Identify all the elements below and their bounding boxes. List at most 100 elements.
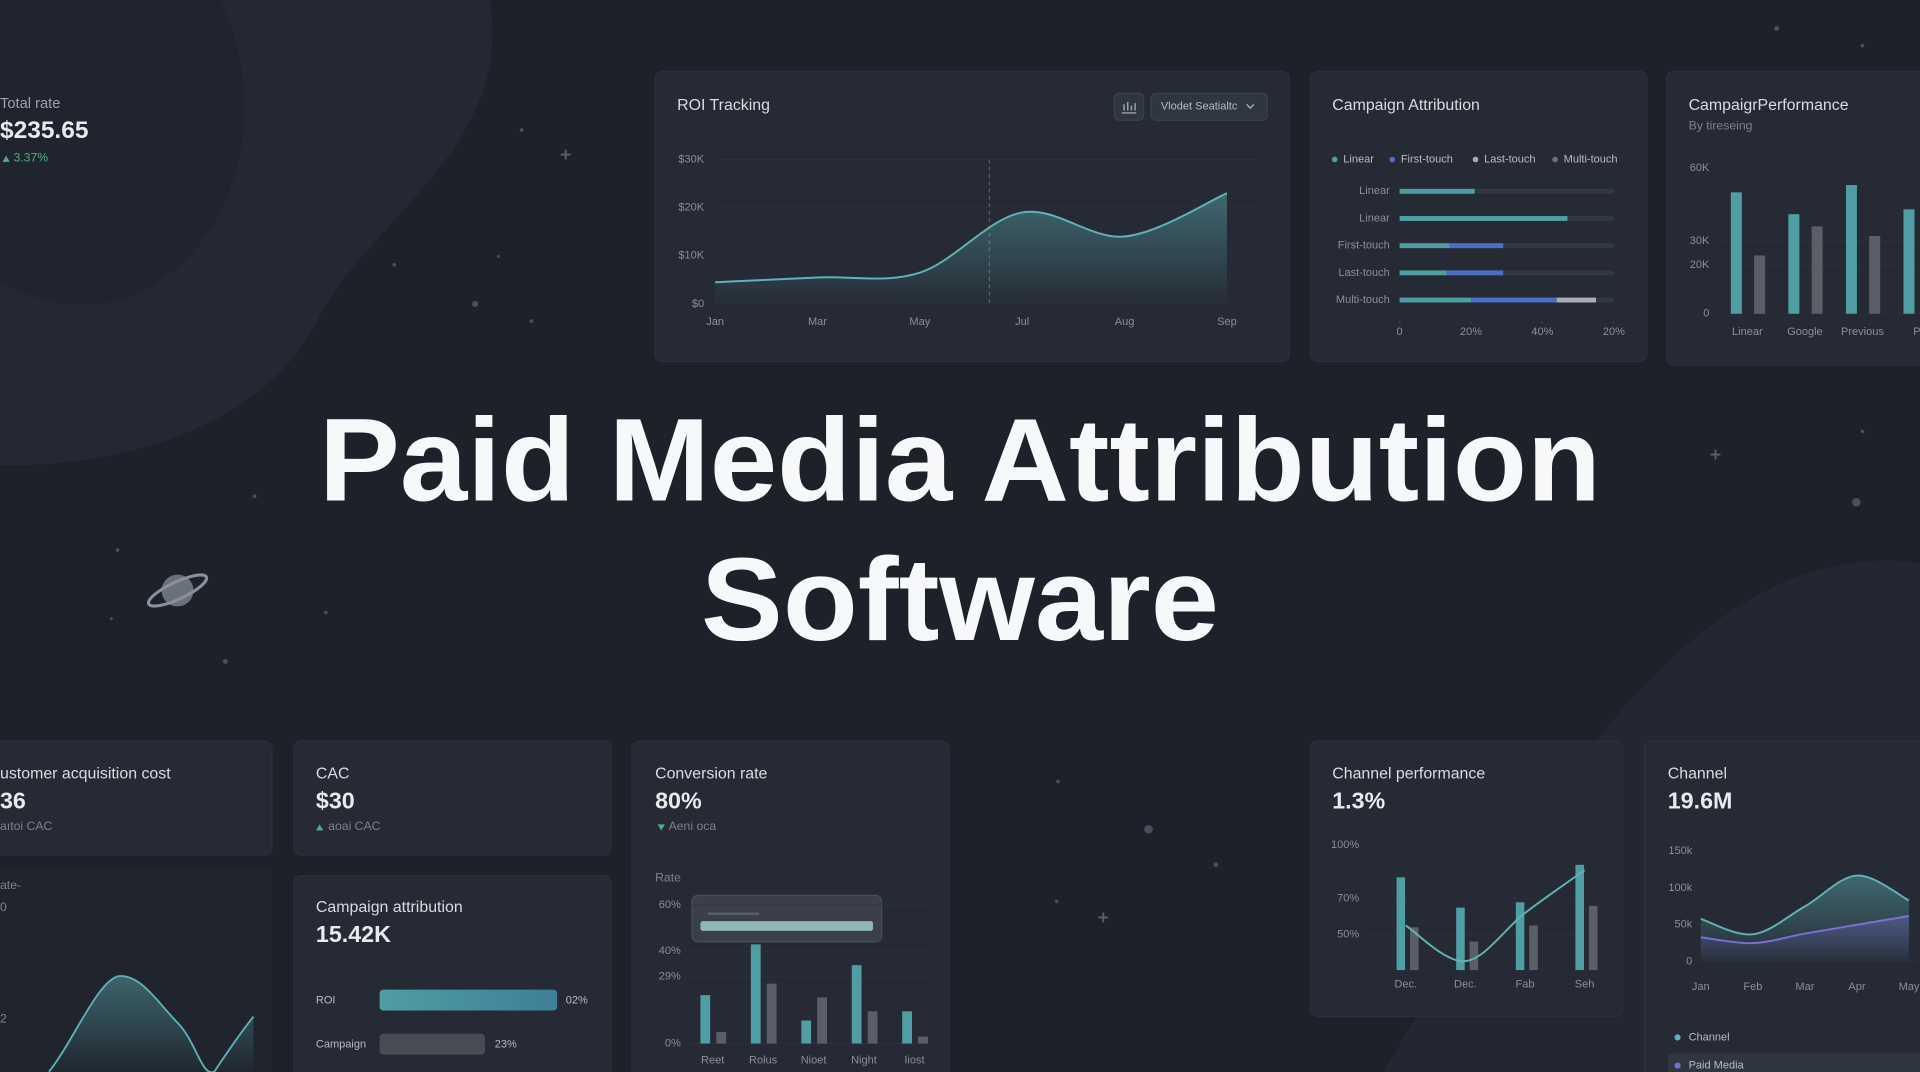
card-value: 80% bbox=[655, 787, 702, 813]
row-label: ROI bbox=[316, 995, 336, 1007]
line bbox=[48, 975, 255, 1072]
y-tick-label: 20K bbox=[1690, 259, 1710, 271]
x-tick-label: 0 bbox=[1397, 326, 1403, 338]
card-title: Channel bbox=[1668, 765, 1727, 782]
tick-label: 2 bbox=[0, 1011, 7, 1025]
bar bbox=[1788, 214, 1800, 314]
card-title: Campaign Attribution bbox=[1332, 97, 1480, 114]
card bbox=[1309, 740, 1624, 1018]
card-value: 36 bbox=[0, 787, 26, 813]
x-tick-label: Seh bbox=[1575, 979, 1595, 991]
bg-blob bbox=[0, 0, 245, 305]
x-tick-label: May bbox=[1899, 981, 1920, 993]
y-tick-label: $20K bbox=[678, 202, 704, 214]
y-tick-label: 70% bbox=[1337, 893, 1359, 905]
y-tick-label: Multi-touch bbox=[1336, 294, 1390, 306]
bar bbox=[1588, 905, 1598, 971]
x-tick-label: Jul bbox=[1015, 316, 1029, 328]
y-tick-label: 100% bbox=[1331, 839, 1359, 851]
x-tick-label: 20% bbox=[1460, 326, 1482, 338]
row-value: 23% bbox=[495, 1039, 517, 1051]
y-tick-label: 60% bbox=[659, 899, 681, 911]
bar bbox=[817, 997, 828, 1044]
dropdown-label[interactable]: Vlodet Seatialtc bbox=[1161, 101, 1238, 113]
y-tick-label: 150k bbox=[1668, 845, 1692, 857]
card-note: Aeni oca bbox=[669, 819, 717, 833]
x-tick-label: Aug bbox=[1115, 316, 1135, 328]
y-tick-label: 40% bbox=[659, 945, 681, 957]
legend-dot bbox=[1674, 1034, 1681, 1041]
y-tick-label: 50k bbox=[1674, 919, 1692, 931]
kpi-change: 3.37% bbox=[13, 150, 48, 164]
y-tick-label: Linear bbox=[1359, 185, 1390, 197]
bar bbox=[1469, 941, 1479, 971]
x-tick-label: Nioet bbox=[801, 1055, 827, 1067]
x-tick-label: Po bbox=[1913, 326, 1920, 338]
bar bbox=[867, 1011, 878, 1044]
x-tick-label: Reet bbox=[701, 1055, 724, 1067]
line bbox=[1405, 869, 1586, 963]
y-tick-label: 29% bbox=[659, 971, 681, 983]
x-tick-label: Night bbox=[851, 1055, 877, 1067]
up-arrow bbox=[2, 155, 10, 162]
x-tick-label: May bbox=[909, 316, 930, 328]
stars bbox=[109, 26, 1865, 904]
card bbox=[0, 740, 273, 856]
card bbox=[1643, 740, 1920, 1072]
card-value: 15.42K bbox=[316, 921, 391, 947]
y-tick-label: $0 bbox=[692, 298, 704, 310]
bar bbox=[902, 1011, 912, 1044]
bar bbox=[1399, 243, 1450, 249]
up-arrow bbox=[315, 824, 324, 831]
card-title: Conversion rate bbox=[655, 765, 767, 782]
x-tick-label: Linear bbox=[1732, 326, 1763, 338]
y-tick-label: 100k bbox=[1668, 882, 1692, 894]
bar bbox=[1575, 864, 1584, 971]
x-tick-label: Apr bbox=[1848, 981, 1865, 993]
x-tick-label: 40% bbox=[1531, 326, 1553, 338]
planet bbox=[146, 573, 209, 608]
bar bbox=[1456, 907, 1465, 971]
x-tick-label: Iiost bbox=[904, 1055, 924, 1067]
card-note: aoai CAC bbox=[328, 819, 381, 833]
legend-label: Channel bbox=[1689, 1031, 1730, 1043]
bar bbox=[1471, 297, 1557, 303]
x-tick-label: 20% bbox=[1603, 326, 1625, 338]
card-subtitle: By tireseing bbox=[1689, 119, 1753, 133]
bar bbox=[801, 1020, 812, 1044]
axis-label: ate- bbox=[0, 878, 21, 892]
down-arrow bbox=[657, 824, 665, 831]
icon-button[interactable] bbox=[1113, 92, 1145, 121]
legend-highlight bbox=[1667, 1053, 1920, 1072]
bar bbox=[379, 1033, 485, 1055]
y-tick-label: 0% bbox=[665, 1037, 681, 1049]
dropdown[interactable]: Vlodet Seatialtc bbox=[1150, 92, 1268, 121]
card bbox=[293, 875, 612, 1072]
tooltip bbox=[691, 894, 883, 943]
bar bbox=[1399, 297, 1472, 303]
card-title: ROI Tracking bbox=[677, 97, 770, 114]
legend-dot bbox=[1674, 1062, 1681, 1069]
legend-dot bbox=[1331, 156, 1338, 163]
bar bbox=[1515, 902, 1525, 971]
card bbox=[293, 740, 612, 856]
bar bbox=[750, 944, 761, 1044]
y-tick-label: $10K bbox=[678, 250, 704, 262]
legend-label: Paid Media bbox=[1689, 1059, 1745, 1071]
legend-label: Multi-touch bbox=[1564, 153, 1618, 165]
area bbox=[1700, 915, 1909, 962]
line bbox=[1700, 874, 1910, 936]
tick-label: 0 bbox=[0, 900, 7, 914]
bar bbox=[1903, 209, 1915, 314]
bar bbox=[1845, 185, 1857, 314]
y-tick-label: 50% bbox=[1337, 928, 1359, 940]
x-tick-label: Sep bbox=[1217, 316, 1237, 328]
line bbox=[715, 192, 1228, 284]
x-tick-label: Dec. bbox=[1454, 979, 1477, 991]
bar bbox=[700, 995, 711, 1044]
x-tick-label: Mar bbox=[808, 316, 827, 328]
headline: Software bbox=[701, 534, 1219, 665]
bar bbox=[379, 989, 558, 1011]
bar bbox=[1556, 297, 1597, 303]
